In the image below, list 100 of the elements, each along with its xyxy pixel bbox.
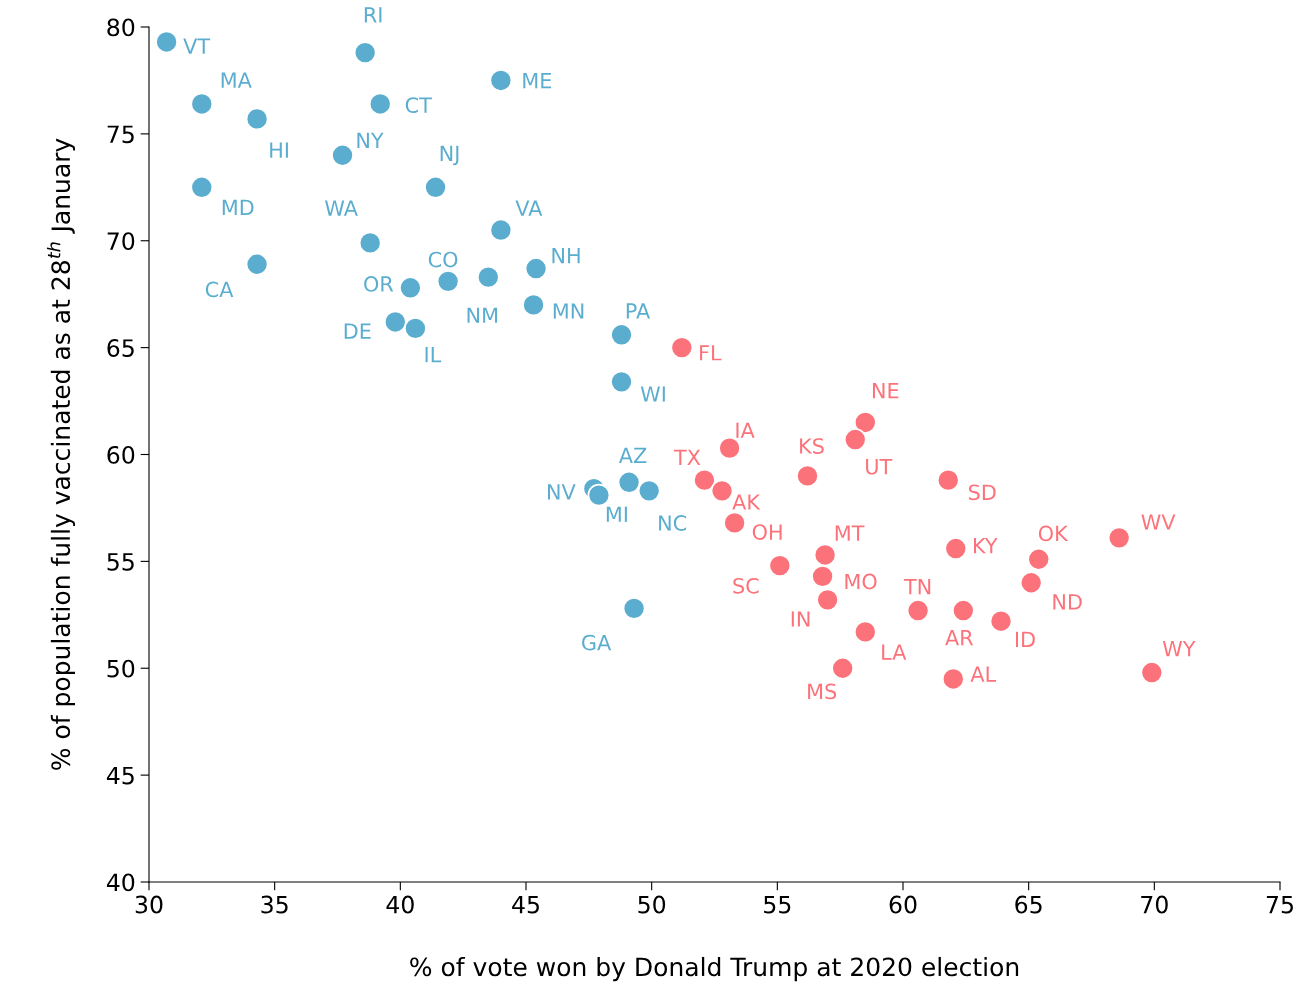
point <box>404 317 427 340</box>
data-label: ND <box>1053 594 1082 610</box>
y-tick-label: 50 <box>107 659 135 678</box>
point <box>853 411 877 434</box>
data-label: TX <box>673 449 701 465</box>
x-tick-label: 45 <box>512 895 539 914</box>
data-label: MI <box>606 506 627 522</box>
data-label: IN <box>791 611 810 627</box>
point <box>941 667 965 691</box>
point <box>383 310 407 334</box>
point <box>245 252 269 276</box>
data-label: IA <box>736 422 755 438</box>
data-label: ID <box>1015 631 1035 647</box>
x-tick-label: 75 <box>1266 895 1293 914</box>
point <box>944 537 968 560</box>
point <box>796 464 819 488</box>
data-label: RI <box>364 7 382 23</box>
data-label: OH <box>752 524 782 540</box>
data-label: MD <box>222 199 254 216</box>
data-label: NY <box>357 132 384 148</box>
point <box>617 470 641 494</box>
x-axis-title: % of vote won by Donald Trump at 2020 election <box>410 956 1019 982</box>
point <box>476 265 500 289</box>
data-label: MS <box>808 683 837 700</box>
point <box>906 599 930 622</box>
x-tick-label: 55 <box>764 895 791 914</box>
point <box>670 336 694 359</box>
data-label: NE <box>872 383 899 399</box>
point <box>587 483 611 507</box>
data-label: AK <box>732 494 761 510</box>
data-label: MT <box>835 525 865 541</box>
y-tick-label: 45 <box>106 766 134 785</box>
y-axis-title: % of population fully vaccinated as at 28$^{th}$ January <box>46 138 76 770</box>
x-tick-label: 40 <box>386 895 414 914</box>
point <box>190 175 214 199</box>
data-label: WA <box>325 200 358 216</box>
x-tick-label: 60 <box>889 895 917 914</box>
point <box>813 543 837 567</box>
x-tick-label: 35 <box>261 895 288 914</box>
point <box>637 479 661 503</box>
data-label: GA <box>582 634 612 651</box>
data-label: AR <box>945 630 974 646</box>
data-label: LA <box>882 644 907 660</box>
point <box>245 107 269 131</box>
x-tick-label: 30 <box>135 895 163 914</box>
point <box>843 428 867 451</box>
point <box>693 468 716 492</box>
y-tick-label: 80 <box>107 18 135 37</box>
data-label: HI <box>270 142 288 158</box>
data-label: ME <box>523 73 552 89</box>
x-tick-label: 50 <box>638 895 666 914</box>
point <box>936 468 960 492</box>
data-label: WI <box>640 386 665 402</box>
y-tick-label: 60 <box>107 445 135 464</box>
y-tick-label: 75 <box>107 125 134 144</box>
data-label: VA <box>515 200 543 216</box>
data-label: FL <box>700 345 722 361</box>
point <box>853 620 877 644</box>
x-tick-label: 70 <box>1141 895 1168 914</box>
point <box>1140 661 1164 684</box>
point <box>610 323 633 347</box>
point <box>331 143 354 167</box>
data-label: KY <box>974 538 998 554</box>
point <box>353 41 377 65</box>
point <box>368 92 392 116</box>
y-tick-label: 70 <box>107 232 135 251</box>
point <box>989 609 1013 633</box>
point <box>768 554 792 578</box>
data-label: MN <box>553 303 584 319</box>
point <box>718 436 741 460</box>
data-label: WV <box>1141 514 1176 530</box>
point <box>522 293 545 317</box>
data-label: SD <box>968 484 996 501</box>
data-label: NH <box>552 248 580 264</box>
data-label: PA <box>626 303 651 319</box>
data-label: IL <box>425 346 442 363</box>
point <box>155 30 178 54</box>
data-label: TN <box>903 579 931 595</box>
point <box>831 656 855 680</box>
data-label: NC <box>659 515 687 531</box>
data-label: MO <box>845 573 877 590</box>
point <box>399 276 422 300</box>
data-label: OR <box>364 276 394 292</box>
data-label: AZ <box>618 447 647 464</box>
point <box>424 175 447 199</box>
x-tick-label: 65 <box>1015 895 1042 914</box>
point <box>358 231 382 255</box>
data-label: VT <box>183 38 211 54</box>
data-label: NV <box>547 484 576 500</box>
point <box>489 69 513 92</box>
data-label: SC <box>733 577 759 594</box>
data-label: NJ <box>440 145 459 166</box>
data-label: OK <box>1038 525 1069 542</box>
data-label: UT <box>866 459 893 475</box>
data-label: DE <box>344 323 371 339</box>
point <box>816 588 839 612</box>
point <box>622 597 646 620</box>
point <box>1107 526 1131 550</box>
data-label: MA <box>221 72 252 88</box>
data-label: KS <box>800 438 824 454</box>
